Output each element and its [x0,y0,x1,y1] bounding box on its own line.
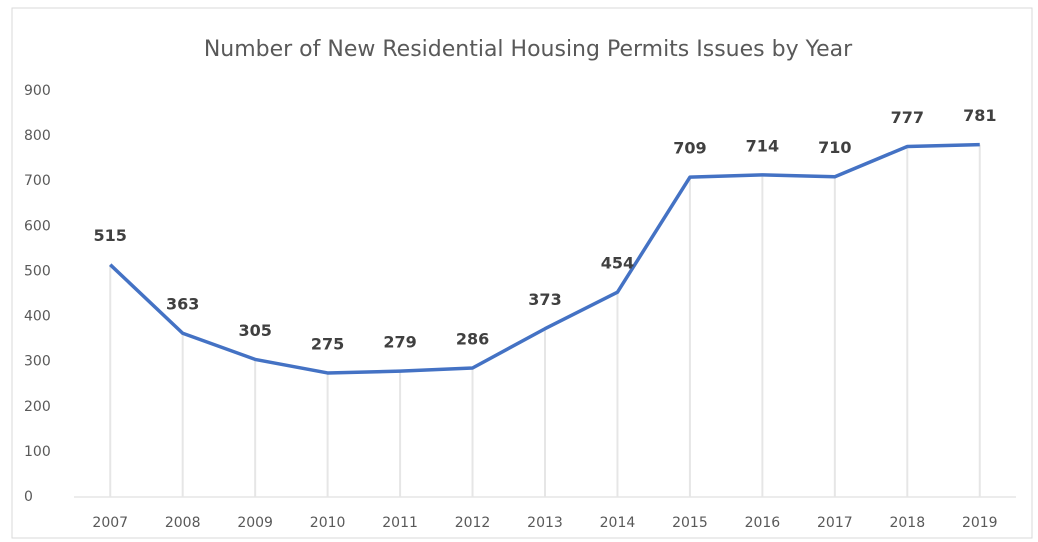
x-tick-label: 2012 [455,515,491,531]
y-tick-label: 0 [24,489,33,505]
x-tick-label: 2011 [382,515,418,531]
data-label: 714 [746,136,779,155]
chart-border [11,7,1033,539]
chart-title: Number of New Residential Housing Permit… [204,37,853,62]
data-label: 363 [166,295,199,314]
y-tick-label: 400 [24,309,51,325]
y-tick-label: 700 [24,173,51,189]
data-label: 279 [383,333,416,352]
y-tick-label: 200 [24,399,51,415]
x-tick-label: 2008 [165,515,201,531]
y-tick-label: 100 [24,444,51,460]
x-tick-label: 2009 [237,515,273,531]
x-tick-label: 2013 [527,515,563,531]
x-tick-label: 2017 [817,515,853,531]
y-tick-label: 800 [24,128,51,144]
data-label: 777 [891,108,924,127]
data-label: 515 [94,226,127,245]
y-tick-label: 900 [24,83,51,99]
data-label: 710 [818,138,851,157]
data-label: 781 [963,106,996,125]
x-tick-label: 2016 [745,515,781,531]
series-line [109,142,980,375]
x-tick-label: 2010 [310,515,346,531]
data-label: 286 [456,329,489,348]
data-label: 305 [238,321,271,340]
y-tick-label: 600 [24,218,51,234]
data-label: 709 [673,139,706,158]
x-tick-label: 2014 [600,515,636,531]
x-tick-label: 2019 [962,515,998,531]
y-tick-label: 300 [24,354,51,370]
data-label: 454 [601,254,634,273]
data-label: 373 [528,290,561,309]
x-tick-label: 2015 [672,515,708,531]
x-tick-label: 2018 [889,515,925,531]
data-label: 275 [311,334,344,353]
x-tick-label: 2007 [92,515,128,531]
y-tick-label: 500 [24,263,51,279]
